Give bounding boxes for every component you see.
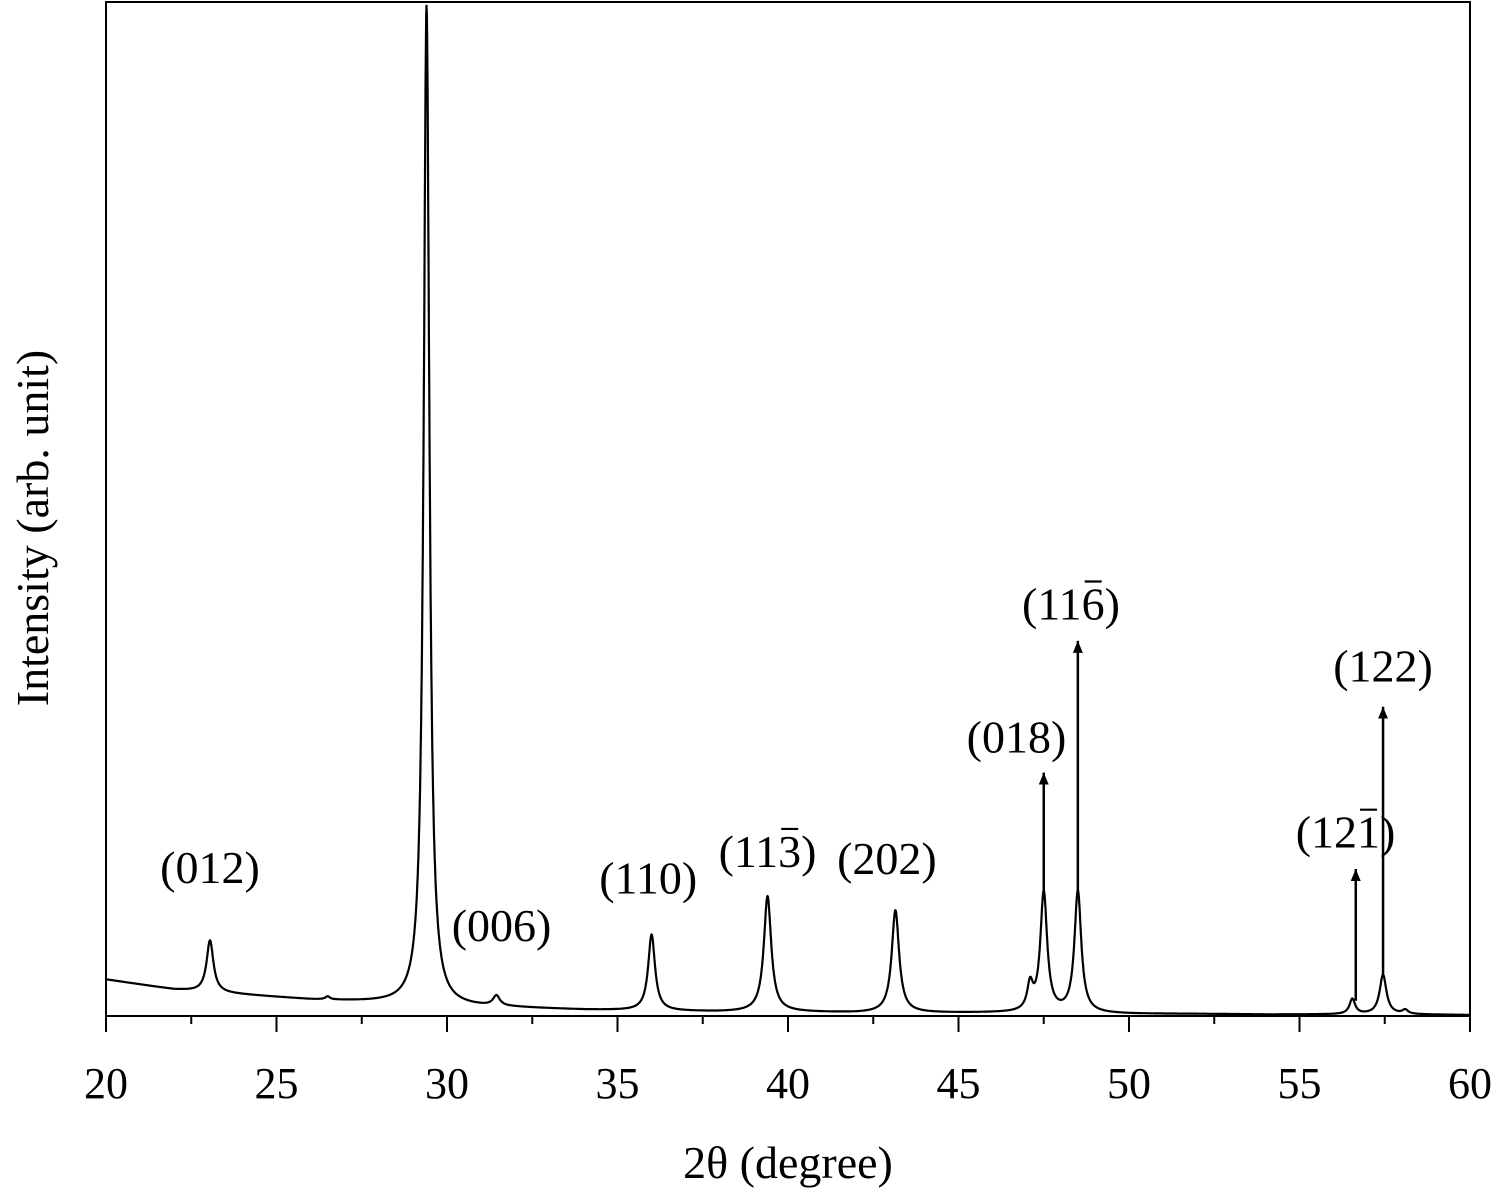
peak-label-7: (116) (1022, 579, 1120, 630)
peak-label-5: (202) (837, 833, 937, 884)
x-tick-label-60: 60 (1448, 1059, 1492, 1108)
peak-label-0: (012) (160, 842, 260, 893)
y-axis-title: Intensity (arb. unit) (7, 350, 58, 706)
x-axis-ticks (105, 1016, 1471, 1032)
peak-label-6: (018) (967, 711, 1067, 762)
x-tick-label-20: 20 (84, 1059, 128, 1108)
peak-label-4: (113) (719, 826, 817, 877)
peak-label-3: (110) (599, 852, 697, 903)
peak-label-2: (006) (452, 900, 552, 951)
peak-arrows (1038, 640, 1389, 1001)
x-tick-label-35: 35 (596, 1059, 640, 1108)
x-tick-label-40: 40 (766, 1059, 810, 1108)
x-tick-label-25: 25 (255, 1059, 299, 1108)
x-axis-tick-labels: 20 25 30 35 40 45 50 55 60 (84, 1059, 1492, 1108)
x-tick-label-50: 50 (1107, 1059, 1151, 1108)
peak-labels: (012)(104)(006)(110)(113)(202)(018)(116)… (160, 579, 1433, 951)
x-axis-title: 2θ (degree) (683, 1137, 893, 1188)
peak-label-9: (122) (1333, 640, 1433, 691)
peak-label-8: (121) (1296, 807, 1396, 858)
x-tick-label-45: 45 (937, 1059, 981, 1108)
x-tick-label-30: 30 (425, 1059, 469, 1108)
x-tick-label-55: 55 (1278, 1059, 1322, 1108)
xrd-pattern-line (105, 4, 1471, 1016)
